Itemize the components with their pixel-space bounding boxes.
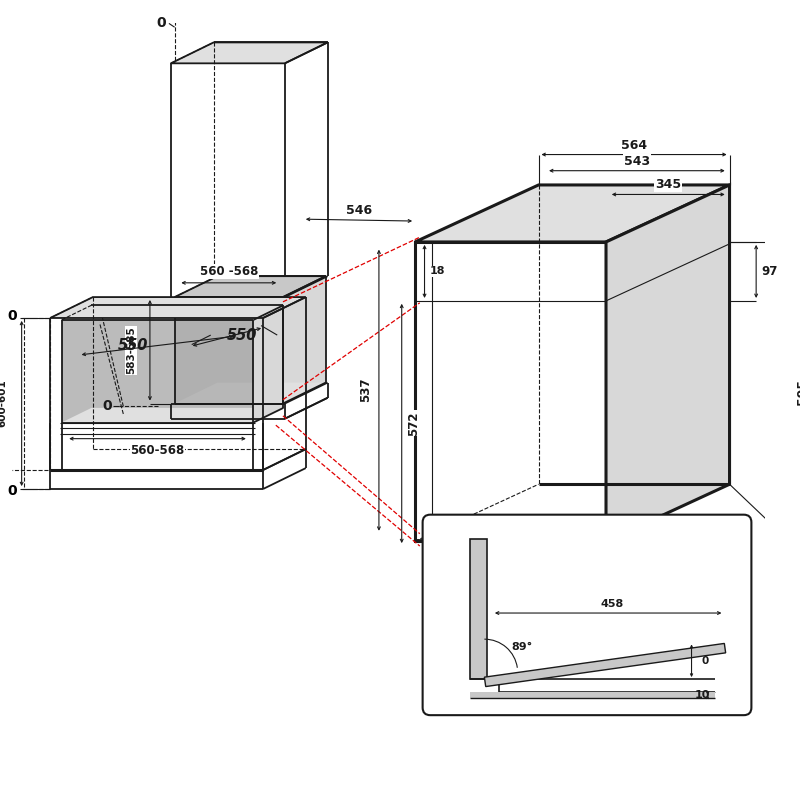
Polygon shape xyxy=(50,297,306,318)
Polygon shape xyxy=(174,382,326,403)
Polygon shape xyxy=(470,539,487,679)
Text: 543: 543 xyxy=(624,154,650,168)
Text: 89°: 89° xyxy=(512,642,533,652)
Polygon shape xyxy=(283,276,326,403)
Polygon shape xyxy=(606,185,730,542)
Polygon shape xyxy=(62,408,283,422)
Text: 5: 5 xyxy=(440,544,447,554)
Text: 0: 0 xyxy=(7,309,17,323)
Text: 10: 10 xyxy=(694,690,710,700)
Text: 600-601: 600-601 xyxy=(0,380,8,427)
Text: 0: 0 xyxy=(701,656,708,666)
Text: 20: 20 xyxy=(426,576,442,586)
Text: 572: 572 xyxy=(406,411,420,436)
Text: 560 -568: 560 -568 xyxy=(199,265,258,278)
Text: 97: 97 xyxy=(762,265,778,278)
Text: 546: 546 xyxy=(346,204,372,217)
Text: 458: 458 xyxy=(600,598,623,609)
Polygon shape xyxy=(174,276,326,297)
Polygon shape xyxy=(415,185,730,242)
Polygon shape xyxy=(254,306,283,422)
Polygon shape xyxy=(470,692,715,698)
Text: 550: 550 xyxy=(118,338,148,353)
Text: 18: 18 xyxy=(430,266,446,277)
Text: 583-585: 583-585 xyxy=(126,326,136,374)
Text: 537: 537 xyxy=(359,378,372,402)
Text: 0: 0 xyxy=(102,399,112,414)
Polygon shape xyxy=(415,242,606,542)
Text: 564: 564 xyxy=(621,138,647,151)
Polygon shape xyxy=(171,42,328,63)
Text: 550: 550 xyxy=(227,327,258,342)
Text: 345: 345 xyxy=(655,178,682,191)
Text: 0: 0 xyxy=(7,484,17,498)
Text: 560-568: 560-568 xyxy=(130,443,185,457)
Polygon shape xyxy=(174,297,283,403)
Text: 595: 595 xyxy=(796,378,800,405)
FancyBboxPatch shape xyxy=(422,514,751,715)
Text: 0: 0 xyxy=(157,17,166,30)
Polygon shape xyxy=(484,643,726,686)
Polygon shape xyxy=(62,320,254,422)
Text: 595: 595 xyxy=(507,568,533,581)
